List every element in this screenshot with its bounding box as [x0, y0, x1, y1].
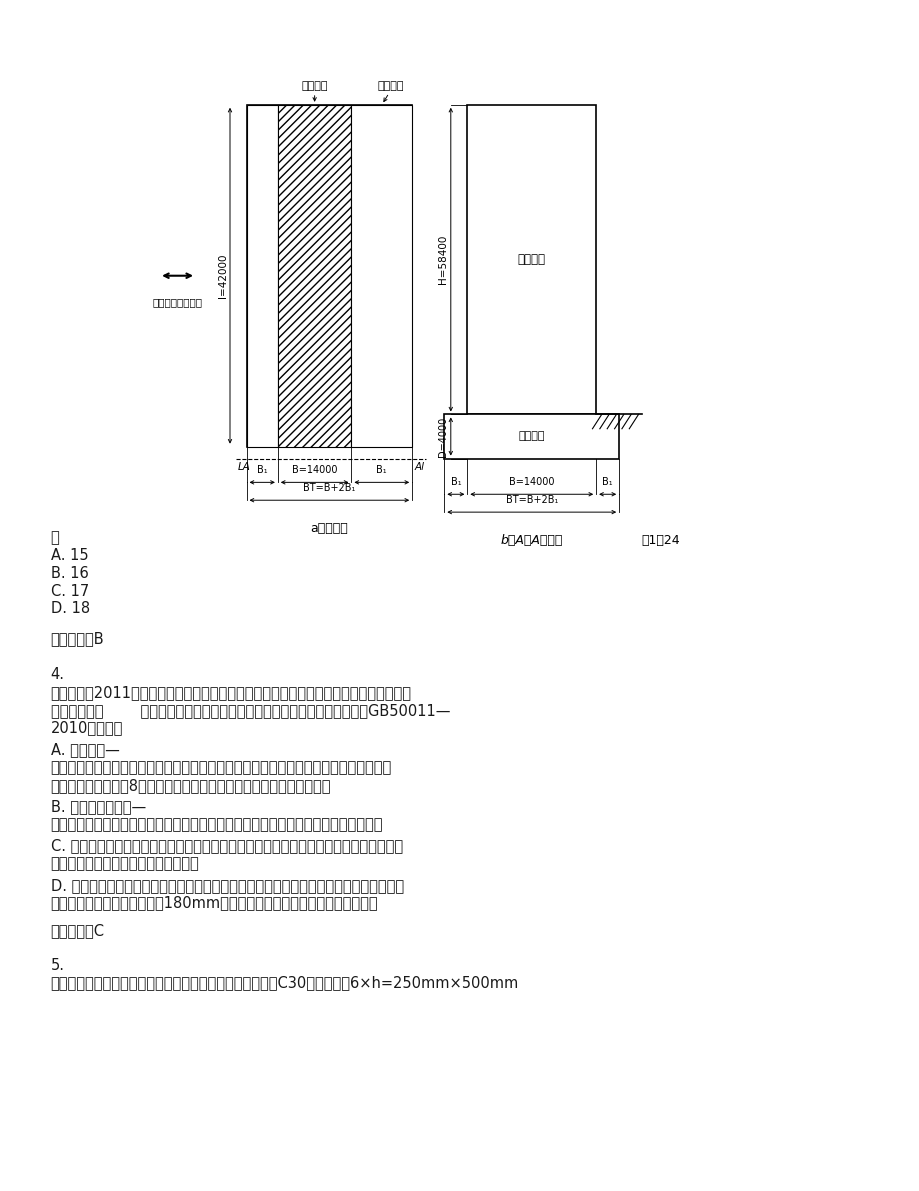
- Text: 单选题：【2011年真题】下列关于高层建筑钢筋混凝土结构有关抗震的一些观点，其中何: 单选题：【2011年真题】下列关于高层建筑钢筋混凝土结构有关抗震的一些观点，其中…: [51, 685, 411, 700]
- Text: 水平地震作用方向: 水平地震作用方向: [153, 298, 202, 307]
- Text: 抗震墙结构，沿两个主轴方向穿过柱截面的板底两个方向钢筋的受拉承载力应满足该层楼: 抗震墙结构，沿两个主轴方向穿过柱截面的板底两个方向钢筋的受拉承载力应满足该层楼: [51, 760, 391, 775]
- Text: 2010）作答。: 2010）作答。: [51, 721, 123, 736]
- Text: D=4000: D=4000: [438, 417, 448, 456]
- Text: 剪力墙结构中的剪力墙两端（不包括洞口两侧）宜设置端柱或与另一方向的剪力墙相连: 剪力墙结构中的剪力墙两端（不包括洞口两侧）宜设置端柱或与另一方向的剪力墙相连: [51, 817, 382, 833]
- Text: H=58400: H=58400: [438, 235, 448, 285]
- Bar: [351, 105, 412, 447]
- Text: 上部结构: 上部结构: [301, 81, 327, 91]
- Bar: [246, 105, 412, 447]
- Text: 正确答案：C: 正确答案：C: [51, 923, 105, 939]
- Bar: [444, 414, 618, 459]
- Text: 。地下室顶板的厚度不宜小于180mm，若柱网内设置多个次梁时，可适当减小: 。地下室顶板的厚度不宜小于180mm，若柱网内设置多个次梁时，可适当减小: [51, 896, 378, 911]
- Bar: [246, 105, 278, 447]
- Text: B₁: B₁: [376, 466, 387, 475]
- Text: D. 18: D. 18: [51, 601, 90, 617]
- Text: LA: LA: [237, 462, 250, 472]
- Text: 地下结构: 地下结构: [378, 81, 403, 91]
- Bar: [467, 105, 596, 414]
- Text: a）平面图: a）平面图: [310, 522, 348, 535]
- Text: l=42000: l=42000: [218, 254, 227, 298]
- Text: Al: Al: [414, 462, 424, 472]
- Text: D. 钢筋混凝土结构地下室顶板作为上部结构的嵌固部位时，应避免在地下室顶板开大洞口: D. 钢筋混凝土结构地下室顶板作为上部结构的嵌固部位时，应避免在地下室顶板开大洞…: [51, 878, 403, 893]
- Text: 4.: 4.: [51, 667, 64, 682]
- Text: 图1－24: 图1－24: [641, 534, 679, 547]
- Text: BT=B+2B₁: BT=B+2B₁: [303, 484, 355, 493]
- Text: 单选题：某一般框架梁（无集中荷载），混凝土强度等级为C30，截面尺寸6×h=250mm×500mm: 单选题：某一般框架梁（无集中荷载），混凝土强度等级为C30，截面尺寸6×h=25…: [51, 975, 518, 991]
- Text: 项不正确？（        ）提示：不考虑楼板开洞影响，按《建筑抗震设计规范》（GB50011—: 项不正确？（ ）提示：不考虑楼板开洞影响，按《建筑抗震设计规范》（GB50011…: [51, 703, 449, 718]
- Text: 箱形基础: 箱形基础: [518, 431, 544, 442]
- Text: C. 抗震设计的剪力墙应设置底部加强部位，当结构计算嵌固端位于地下一层底板时，底部: C. 抗震设计的剪力墙应设置底部加强部位，当结构计算嵌固端位于地下一层底板时，底…: [51, 838, 403, 854]
- Bar: [278, 105, 351, 447]
- Text: BT=B+2B₁: BT=B+2B₁: [505, 495, 557, 505]
- Text: B₁: B₁: [450, 478, 460, 487]
- Text: B=14000: B=14000: [508, 478, 554, 487]
- Text: B₁: B₁: [602, 478, 612, 487]
- Text: 加强部位的高度应从地下一层底板算起: 加强部位的高度应从地下一层底板算起: [51, 856, 199, 872]
- Text: 上部结构: 上部结构: [517, 254, 545, 266]
- Text: ）: ）: [51, 530, 60, 545]
- Text: B=14000: B=14000: [291, 466, 337, 475]
- Text: B₁: B₁: [256, 466, 267, 475]
- Text: 5.: 5.: [51, 958, 64, 973]
- Text: B. 16: B. 16: [51, 566, 88, 581]
- Text: 板重力荷载代表值（8度时尚宜计人竖向地震）作用下的柱轴压力设计值: 板重力荷载代表值（8度时尚宜计人竖向地震）作用下的柱轴压力设计值: [51, 778, 331, 793]
- Text: A. 15: A. 15: [51, 548, 88, 563]
- Text: A. 对于板柱—: A. 对于板柱—: [51, 742, 119, 757]
- Text: B. 钢筋混凝土框架—: B. 钢筋混凝土框架—: [51, 799, 146, 815]
- Text: 正确答案：B: 正确答案：B: [51, 631, 104, 647]
- Text: b）A－A剖面图: b）A－A剖面图: [500, 534, 562, 547]
- Text: C. 17: C. 17: [51, 584, 89, 599]
